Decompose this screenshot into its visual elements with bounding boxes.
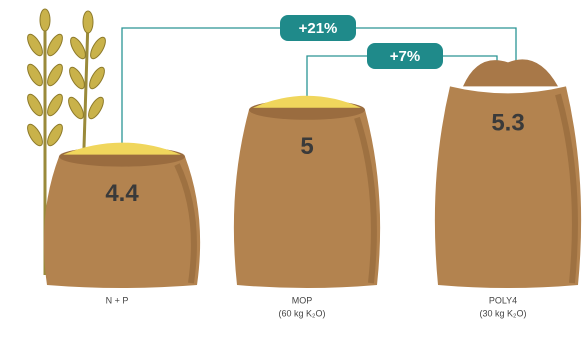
sack-shade xyxy=(555,93,578,284)
value-label: 5.3 xyxy=(491,110,524,137)
sack xyxy=(434,86,582,289)
category-note: (60 kg K₂O) xyxy=(278,308,325,318)
sack-shade xyxy=(354,116,377,284)
badge xyxy=(367,43,443,69)
value-label: 5 xyxy=(300,133,313,160)
grain xyxy=(253,95,361,108)
annotation-label: +7% xyxy=(390,48,420,65)
annotation-label: +21% xyxy=(299,20,338,37)
category-note: (30 kg K₂O) xyxy=(479,308,526,318)
grain xyxy=(63,142,181,155)
category-label: MOP xyxy=(292,295,313,305)
value-label: 4.4 xyxy=(105,180,139,207)
badge xyxy=(280,15,356,41)
sack-tie xyxy=(463,59,558,87)
sack-shade xyxy=(174,163,197,284)
sack xyxy=(43,156,201,288)
category-label: N + P xyxy=(106,295,129,305)
sack xyxy=(233,109,381,288)
category-label: POLY4 xyxy=(489,295,517,305)
